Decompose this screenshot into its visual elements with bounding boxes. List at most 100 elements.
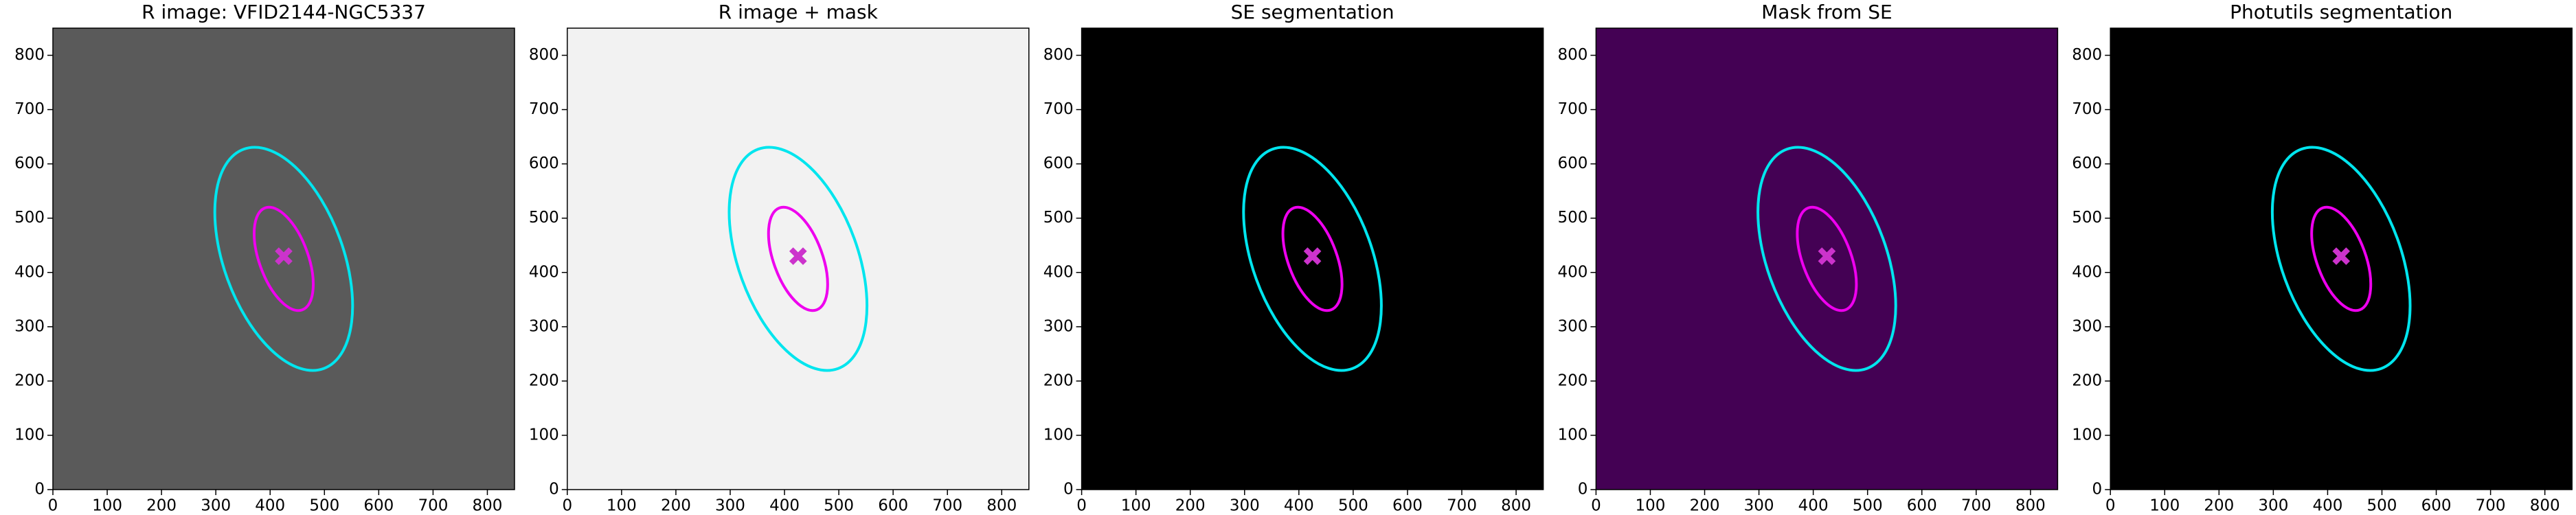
x-tick-label: 300 <box>1230 497 1260 515</box>
x-tick-label: 800 <box>2530 497 2560 515</box>
y-tick-label: 500 <box>1043 209 1074 227</box>
y-tick-label: 700 <box>529 100 559 118</box>
y-tick-label: 600 <box>14 154 45 172</box>
x-tick-label: 800 <box>2015 497 2046 515</box>
x-tick-label: 500 <box>1338 497 1368 515</box>
panel-title: Mask from SE <box>1761 1 1893 23</box>
x-tick-label: 600 <box>878 497 908 515</box>
axes-frame <box>567 27 1030 490</box>
y-tick-label: 100 <box>1557 426 1588 444</box>
y-tick-label: 200 <box>1557 371 1588 389</box>
y-tick-label: 300 <box>1557 317 1588 335</box>
x-tick-label: 500 <box>2367 497 2397 515</box>
y-tick-label: 700 <box>1043 100 1074 118</box>
overlay <box>2270 146 2412 372</box>
overlay <box>727 146 869 372</box>
x-tick-label: 0 <box>2105 497 2116 515</box>
y-tick-label: 800 <box>14 46 45 64</box>
y-tick-label: 100 <box>2072 426 2102 444</box>
center-marker <box>1818 247 1836 265</box>
center-marker <box>1303 247 1322 265</box>
y-tick-label: 800 <box>1043 46 1074 64</box>
aperture-ellipse <box>253 205 315 312</box>
x-tick-label: 800 <box>1501 497 1531 515</box>
aperture-ellipse <box>1281 205 1344 312</box>
y-tick-label: 400 <box>2072 263 2102 281</box>
aperture-ellipse <box>767 205 829 312</box>
aperture-ellipse <box>1796 205 1858 312</box>
x-tick-label: 100 <box>1636 497 1666 515</box>
overlay <box>1756 146 1897 372</box>
x-tick-label: 200 <box>1690 497 1720 515</box>
y-tick-label: 200 <box>14 371 45 389</box>
center-marker <box>275 247 293 265</box>
panel-title: R image + mask <box>719 1 879 23</box>
y-tick-label: 400 <box>14 263 45 281</box>
y-tick-label: 700 <box>2072 100 2102 118</box>
y-tick-label: 200 <box>2072 371 2102 389</box>
y-tick-label: 500 <box>529 209 559 227</box>
x-tick-label: 400 <box>255 497 285 515</box>
axes-frame <box>2110 27 2573 490</box>
x-tick-label: 300 <box>1744 497 1774 515</box>
y-tick-label: 0 <box>549 481 559 499</box>
x-tick-label: 700 <box>418 497 448 515</box>
overlay <box>213 146 354 372</box>
x-tick-label: 700 <box>932 497 962 515</box>
y-tick-label: 400 <box>1043 263 1074 281</box>
x-tick-label: 600 <box>2421 497 2452 515</box>
x-tick-label: 0 <box>48 497 58 515</box>
x-tick-label: 800 <box>473 497 503 515</box>
center-marker <box>2332 247 2351 265</box>
y-tick-label: 200 <box>1043 371 1074 389</box>
y-tick-label: 400 <box>529 263 559 281</box>
y-tick-label: 500 <box>14 209 45 227</box>
y-tick-label: 200 <box>529 371 559 389</box>
y-tick-label: 300 <box>14 317 45 335</box>
panel-title: Photutils segmentation <box>2230 1 2452 23</box>
y-tick-label: 500 <box>1557 209 1588 227</box>
panel-title: SE segmentation <box>1231 1 1394 23</box>
x-tick-label: 0 <box>1076 497 1087 515</box>
x-tick-label: 400 <box>2312 497 2342 515</box>
y-tick-label: 700 <box>14 100 45 118</box>
x-tick-label: 300 <box>715 497 745 515</box>
x-tick-label: 400 <box>1284 497 1314 515</box>
x-tick-label: 800 <box>986 497 1017 515</box>
x-tick-label: 600 <box>1392 497 1423 515</box>
aperture-ellipse <box>213 146 354 372</box>
y-tick-label: 800 <box>2072 46 2102 64</box>
x-tick-label: 200 <box>1175 497 1206 515</box>
y-tick-label: 100 <box>529 426 559 444</box>
y-tick-label: 800 <box>1557 46 1588 64</box>
x-tick-label: 200 <box>2204 497 2234 515</box>
y-tick-label: 400 <box>1557 263 1588 281</box>
x-tick-label: 600 <box>363 497 394 515</box>
x-tick-label: 0 <box>1591 497 1601 515</box>
y-tick-label: 600 <box>1043 154 1074 172</box>
x-tick-label: 200 <box>661 497 691 515</box>
y-tick-label: 700 <box>1557 100 1588 118</box>
overlay <box>1242 146 1383 372</box>
center-marker <box>789 247 807 265</box>
y-tick-label: 300 <box>1043 317 1074 335</box>
x-tick-label: 600 <box>1907 497 1937 515</box>
x-tick-label: 700 <box>1447 497 1477 515</box>
x-tick-label: 700 <box>1961 497 1991 515</box>
axes-frame <box>52 27 515 490</box>
x-tick-label: 200 <box>146 497 177 515</box>
y-tick-label: 100 <box>1043 426 1074 444</box>
aperture-ellipse <box>727 146 869 372</box>
y-tick-label: 600 <box>529 154 559 172</box>
y-tick-label: 600 <box>2072 154 2102 172</box>
y-tick-label: 0 <box>1063 481 1074 499</box>
x-tick-label: 300 <box>201 497 231 515</box>
x-tick-label: 400 <box>1798 497 1829 515</box>
y-tick-label: 100 <box>14 426 45 444</box>
x-tick-label: 100 <box>2149 497 2180 515</box>
aperture-ellipse <box>2270 146 2412 372</box>
x-tick-label: 0 <box>562 497 572 515</box>
x-tick-label: 100 <box>1121 497 1151 515</box>
